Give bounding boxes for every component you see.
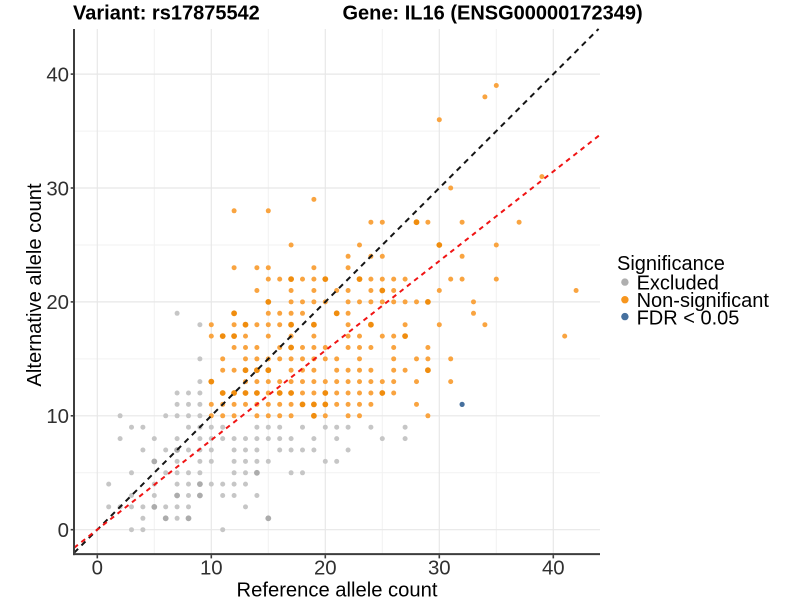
svg-text:Non-significant: Non-significant xyxy=(637,290,770,312)
svg-text:Alternative allele count: Alternative allele count xyxy=(24,183,46,387)
svg-text:Significance: Significance xyxy=(617,253,725,275)
svg-text:FDR < 0.05: FDR < 0.05 xyxy=(637,307,740,329)
svg-text:Reference allele count: Reference allele count xyxy=(237,579,438,600)
svg-text:10: 10 xyxy=(200,558,223,580)
svg-text:Excluded: Excluded xyxy=(637,272,719,294)
svg-text:Variant: rs17875542: Variant: rs17875542 xyxy=(73,3,260,25)
svg-text:0: 0 xyxy=(92,558,103,580)
svg-text:20: 20 xyxy=(314,558,337,580)
svg-text:20: 20 xyxy=(46,292,69,314)
svg-text:40: 40 xyxy=(542,558,565,580)
svg-text:30: 30 xyxy=(428,558,451,580)
svg-text:10: 10 xyxy=(46,406,69,428)
svg-text:40: 40 xyxy=(46,64,69,86)
svg-text:30: 30 xyxy=(46,178,69,200)
svg-text:Gene: IL16 (ENSG00000172349): Gene: IL16 (ENSG00000172349) xyxy=(343,3,643,25)
svg-text:0: 0 xyxy=(58,520,69,542)
